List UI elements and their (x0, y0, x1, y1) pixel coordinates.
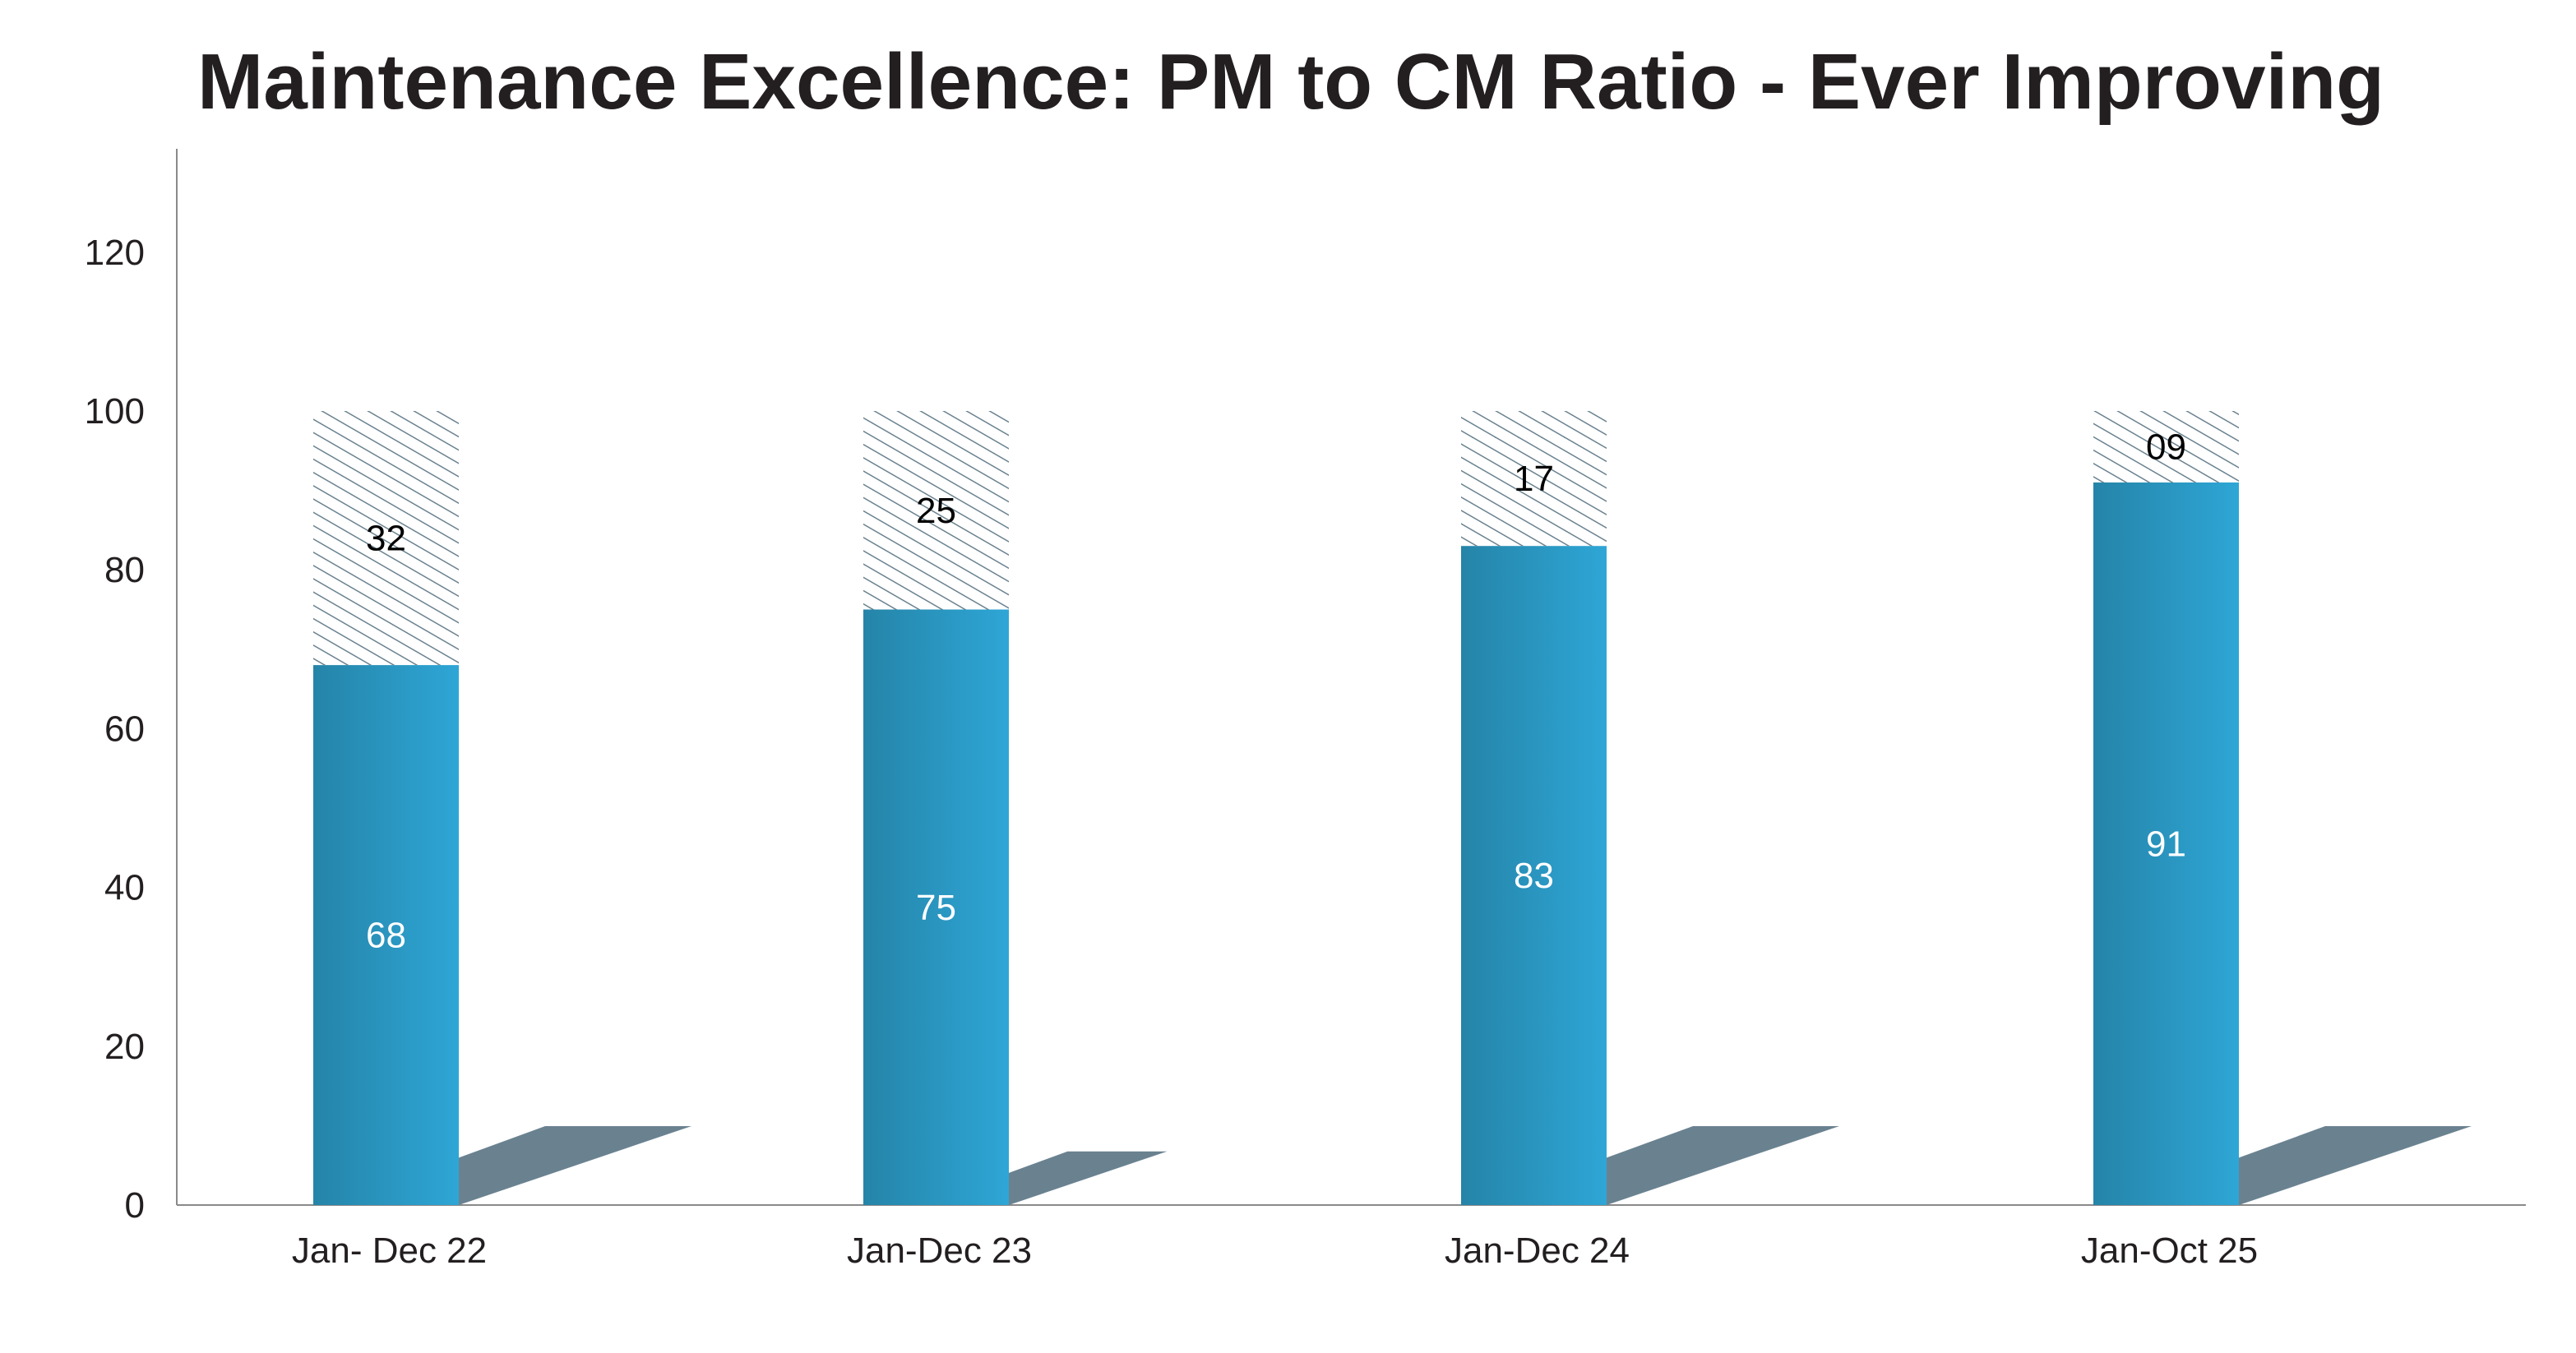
y-tick-label: 60 (104, 709, 145, 749)
x-category-label: Jan-Dec 23 (847, 1231, 1032, 1271)
data-label-pm: 91 (2146, 824, 2186, 864)
bar-cm (863, 411, 1009, 610)
bar-shadow (1607, 1126, 1839, 1205)
bar-pm (863, 609, 1009, 1205)
bar-cm (2093, 411, 2239, 483)
data-label-cm: 17 (1514, 459, 1554, 499)
y-tick-label: 20 (104, 1027, 145, 1067)
y-tick-label: 0 (125, 1185, 145, 1226)
data-label-cm: 25 (916, 491, 956, 531)
bar-shadow (459, 1126, 691, 1205)
data-label-pm: 68 (366, 916, 406, 956)
bar-pm (1461, 546, 1607, 1205)
data-label-pm: 83 (1514, 856, 1554, 896)
bar-pm (313, 665, 459, 1205)
x-category-label: Jan-Dec 24 (1445, 1231, 1630, 1271)
bar-pm (2093, 482, 2239, 1205)
y-tick-label: 40 (104, 868, 145, 908)
data-label-cm: 09 (2146, 427, 2186, 467)
x-category-label: Jan-Oct 25 (2081, 1231, 2258, 1271)
bar-shadow (2239, 1126, 2472, 1205)
bar-shadow (1009, 1151, 1168, 1205)
data-label-pm: 75 (916, 888, 956, 928)
chart-title: Maintenance Excellence: PM to CM Ratio -… (197, 38, 2384, 126)
y-tick-label: 80 (104, 550, 145, 590)
bar-cm (1461, 411, 1607, 547)
bar-cm (313, 411, 459, 666)
y-tick-label: 100 (85, 391, 145, 432)
y-tick-label: 120 (85, 233, 145, 273)
data-label-cm: 32 (366, 519, 406, 559)
x-category-label: Jan- Dec 22 (292, 1231, 487, 1271)
